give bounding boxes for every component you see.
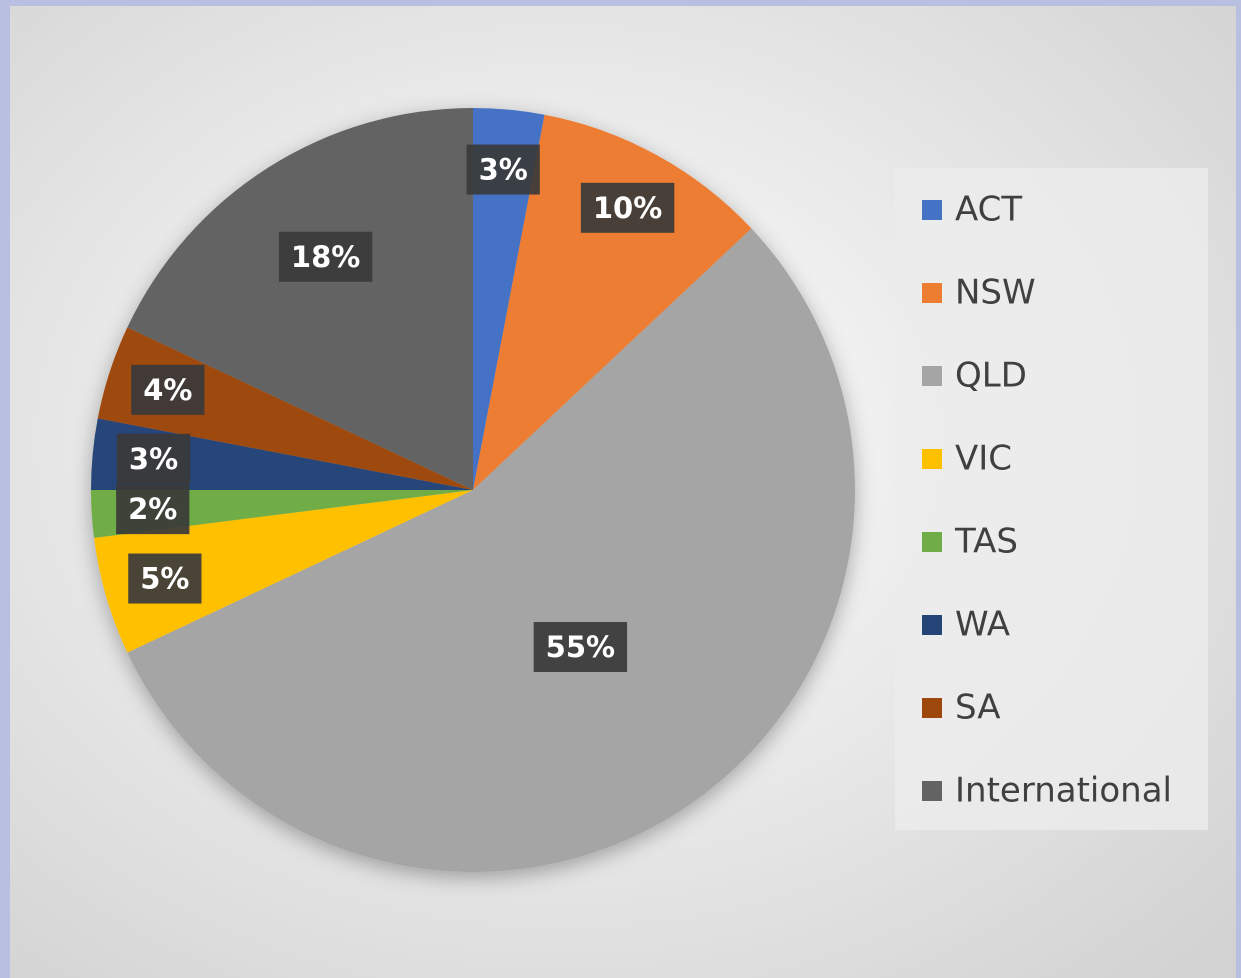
legend-swatch [922,781,942,801]
legend-swatch [922,200,942,220]
legend-label: VIC [955,439,1012,479]
legend-swatch [922,283,942,303]
pie [91,108,855,872]
data-label-text: 5% [140,562,189,596]
legend-swatch [922,698,942,718]
legend-swatch [922,615,942,635]
data-label: 18% [279,232,372,282]
data-label: 55% [534,622,627,672]
legend-swatch [922,532,942,552]
data-label-text: 18% [291,240,360,274]
data-label: 3% [117,434,190,484]
data-label-text: 3% [479,153,528,187]
legend-label: International [955,771,1172,811]
legend-box [895,168,1208,830]
data-label-text: 55% [546,630,615,664]
data-label: 2% [116,484,189,534]
data-label: 3% [467,145,540,195]
legend-label: SA [955,688,1000,728]
data-label-text: 4% [143,373,192,407]
data-label: 10% [581,183,674,233]
legend-swatch [922,366,942,386]
data-label: 5% [128,554,201,604]
data-label-text: 10% [593,191,662,225]
legend-label: ACT [955,190,1022,230]
data-label: 4% [131,365,204,415]
legend-label: NSW [955,273,1036,313]
legend-swatch [922,449,942,469]
legend-label: WA [955,605,1010,645]
data-label-text: 2% [128,492,177,526]
chart: 3% 10% 55% 5% 2% 3% 4% 18% ACT NSW QLD VIC TAS WA SA I… [0,0,1241,978]
data-label-text: 3% [129,442,178,476]
legend-label: TAS [954,522,1018,562]
legend-label: QLD [955,356,1027,396]
page: 3% 10% 55% 5% 2% 3% 4% 18% ACT NSW QLD VIC TAS WA SA I… [0,0,1241,978]
